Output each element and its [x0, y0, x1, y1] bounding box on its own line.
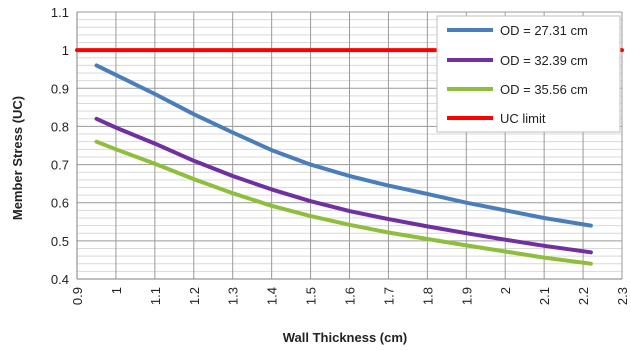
- y-tick-label: 1: [62, 43, 69, 58]
- x-tick-label: 2.2: [576, 287, 591, 305]
- series-line-3: [94, 139, 593, 266]
- y-tick-label: 0.5: [51, 234, 69, 249]
- y-axis-title: Member Stress (UC): [10, 96, 25, 220]
- x-tick-label: 2.3: [615, 287, 630, 305]
- x-axis-title: Wall Thickness (cm): [283, 330, 408, 345]
- y-tick-label: 0.4: [51, 272, 69, 287]
- legend-label-4: UC limit: [500, 111, 546, 126]
- x-tick-label: 1.4: [265, 287, 280, 305]
- x-tick-label: 2: [498, 287, 513, 294]
- series-line-1: [94, 63, 593, 228]
- x-tick-label: 1: [109, 287, 124, 294]
- x-tick-label: 1.3: [226, 287, 241, 305]
- y-tick-label: 0.9: [51, 81, 69, 96]
- x-tick-label: 1.1: [148, 287, 163, 305]
- x-tick-label: 2.1: [537, 287, 552, 305]
- y-tick-label: 0.8: [51, 119, 69, 134]
- series-line-2: [94, 116, 593, 255]
- x-tick-label: 1.9: [459, 287, 474, 305]
- x-tick-label: 1.7: [381, 287, 396, 305]
- legend: OD = 27.31 cm OD = 32.39 cm OD = 35.56 cm U…: [436, 15, 621, 133]
- legend-label-2: OD = 32.39 cm: [500, 53, 588, 68]
- tick-labels: 0.4 0.5 0.6 0.7 0.8 0.9 1 1.1 0.9 1 1.1 1.2 1.3 1.4 1.…: [51, 5, 630, 305]
- legend-label-1: OD = 27.31 cm: [500, 23, 588, 38]
- x-tick-label: 1.5: [304, 287, 319, 305]
- axes: [76, 12, 622, 280]
- x-tick-label: 1.6: [343, 287, 358, 305]
- y-tick-label: 0.7: [51, 158, 69, 173]
- legend-label-3: OD = 35.56 cm: [500, 82, 588, 97]
- y-tick-label: 1.1: [51, 5, 69, 20]
- x-tick-label: 1.8: [420, 287, 435, 305]
- legend-box: [436, 15, 621, 133]
- x-tick-label: 0.9: [70, 287, 85, 305]
- x-tick-label: 1.2: [187, 287, 202, 305]
- y-tick-label: 0.6: [51, 196, 69, 211]
